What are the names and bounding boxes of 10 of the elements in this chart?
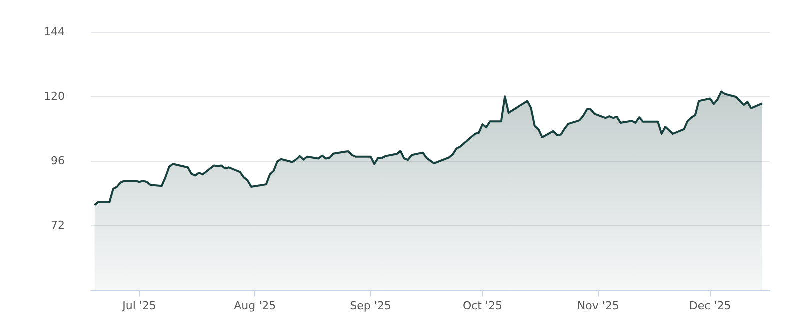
x-tick-label: Jul '25: [122, 299, 156, 312]
x-tick-label: Dec '25: [689, 299, 732, 312]
y-tick-label: 96: [50, 154, 65, 168]
y-tick-label: 72: [50, 219, 65, 232]
x-tick-label: Aug '25: [234, 299, 276, 312]
y-tick-label: 144: [44, 25, 65, 38]
x-tick-label: Oct '25: [462, 299, 502, 312]
x-tick-label: Sep '25: [350, 299, 392, 312]
x-tick-label: Nov '25: [577, 299, 620, 312]
y-tick-label: 120: [44, 90, 65, 104]
